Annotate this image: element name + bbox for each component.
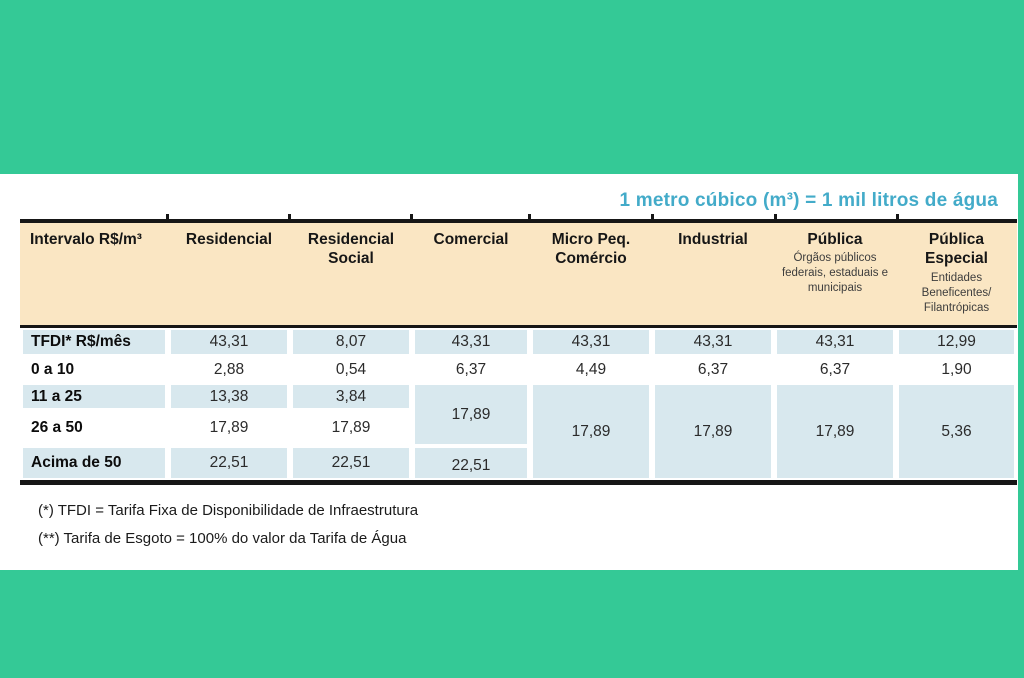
table-row-acima-de-50: Acima de 50 22,51 22,51 22,51 [20,446,1017,480]
footnote-tfdi: (*) TFDI = Tarifa Fixa de Disponibilidad… [38,502,419,519]
column-header-label: Industrial [678,231,748,248]
table-row-26-a-50: 26 a 50 17,89 17,89 [20,410,1017,446]
tariff-value: 8,07 [290,328,412,356]
tariff-value: 43,31 [168,328,290,356]
tariff-value: 4,49 [530,356,652,383]
tariff-value: 22,51 [290,446,412,480]
column-header-sublabel: Entidades Beneficentes/ Filantrópicas [921,271,992,314]
tariff-value-merged: 17,89 [530,383,652,480]
page-title: 1 metro cúbico (m³) = 1 mil litros de ág… [619,190,998,211]
header-row: Intervalo R$/m³ Residencial Residencial … [20,223,1017,328]
column-header-label: Pública Especial [925,231,988,268]
column-header-label: Micro Peq. Comércio [551,231,631,268]
tariff-table: Intervalo R$/m³ Residencial Residencial … [20,223,1017,480]
column-header-label: Residencial Social [307,231,395,268]
tariff-value: 43,31 [652,328,774,356]
row-label: 11 a 25 [20,383,168,410]
row-label: Acima de 50 [20,446,168,480]
tariff-value: 3,84 [290,383,412,410]
table-row-11-a-25: 11 a 25 13,38 3,84 17,89 17,89 17,89 17,… [20,383,1017,480]
tariff-value-merged: 5,36 [896,383,1017,480]
column-header-label: Pública [807,231,863,248]
tariff-value-merged: 17,89 [652,383,774,480]
tariff-value: 17,89 [168,410,290,446]
row-label: 0 a 10 [20,356,168,383]
tariff-value: 1,90 [896,356,1017,383]
tariff-value: 13,38 [168,383,290,410]
tariff-value: 22,51 [412,446,530,480]
row-label: TFDI* R$/mês [20,328,168,356]
row-label: 26 a 50 [20,410,168,446]
column-header-intervalo: Intervalo R$/m³ [20,223,168,328]
table-row-0-a-10: 0 a 10 2,88 0,54 6,37 4,49 6,37 6,37 1,9… [20,356,1017,383]
tariff-value: 43,31 [412,328,530,356]
column-tick-mark [166,214,169,221]
footnote-esgoto: (**) Tarifa de Esgoto = 100% do valor da… [38,530,407,547]
column-header-comercial: Comercial [412,223,530,328]
column-header-residencial: Residencial [168,223,290,328]
tariff-value: 2,88 [168,356,290,383]
tariff-value: 6,37 [652,356,774,383]
tariff-value: 12,99 [896,328,1017,356]
tariff-table-wrap: Intervalo R$/m³ Residencial Residencial … [20,214,1017,485]
column-header-label: Intervalo R$/m³ [30,231,142,248]
column-header-micro-peq-comercio: Micro Peq. Comércio [530,223,652,328]
column-tick-mark [774,214,777,221]
column-header-residencial-social: Residencial Social [290,223,412,328]
tariff-value-merged: 17,89 [774,383,896,480]
column-tick-mark [896,214,899,221]
column-tick-mark [288,214,291,221]
column-header-sublabel: Órgãos públicos federais, estaduais e mu… [781,252,889,295]
tariff-value: 0,54 [290,356,412,383]
column-header-publica: Pública Órgãos públicos federais, estadu… [774,223,896,328]
tariff-value: 22,51 [168,446,290,480]
tariff-value: 6,37 [774,356,896,383]
tariff-value: 6,37 [412,356,530,383]
column-tick-mark [528,214,531,221]
column-tick-mark [410,214,413,221]
column-header-label: Residencial [185,231,273,248]
tariff-value-merged: 17,89 [412,383,530,446]
column-tick-mark [651,214,654,221]
tariff-value: 17,89 [290,410,412,446]
tariff-value: 43,31 [774,328,896,356]
column-header-label: Comercial [433,231,509,248]
tariff-value: 43,31 [530,328,652,356]
table-row-tfdi: TFDI* R$/mês 43,31 8,07 43,31 43,31 43,3… [20,328,1017,356]
content-panel: 1 metro cúbico (m³) = 1 mil litros de ág… [0,174,1018,570]
column-header-publica-especial: Pública Especial Entidades Beneficentes/… [896,223,1017,328]
footnotes: (*) TFDI = Tarifa Fixa de Disponibilidad… [38,502,1018,547]
column-header-industrial: Industrial [652,223,774,328]
